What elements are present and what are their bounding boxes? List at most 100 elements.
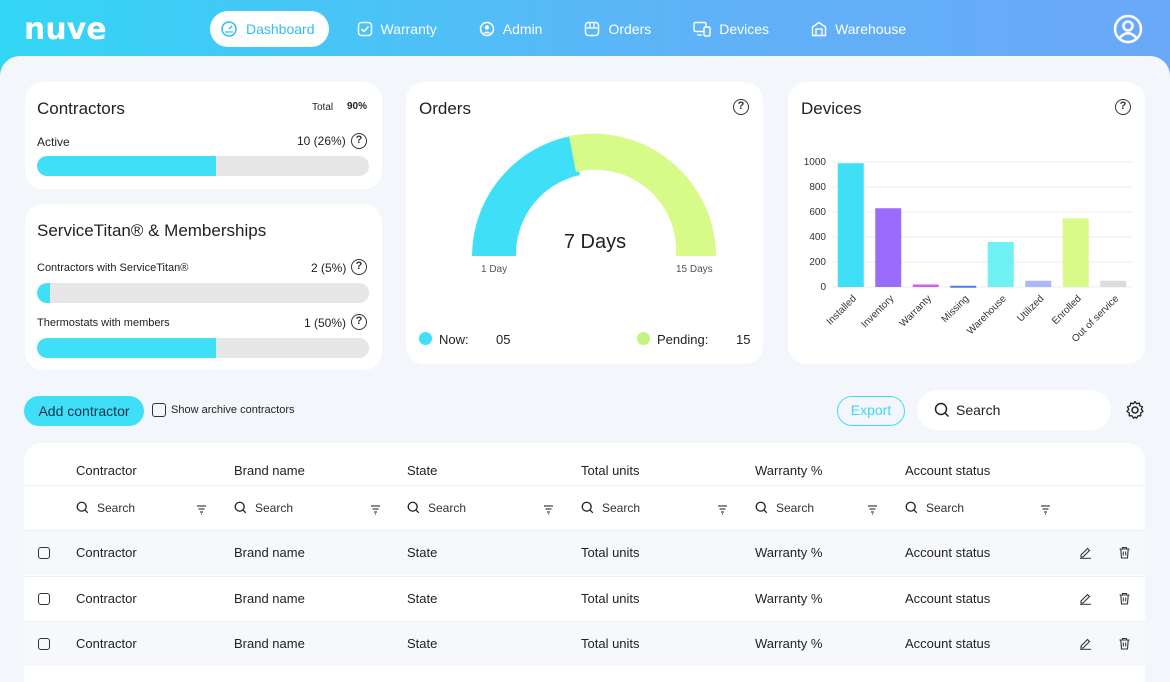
bar-warehouse[interactable] <box>987 242 1014 287</box>
contractor-search-input[interactable]: Search <box>917 390 1111 430</box>
nav-label: Devices <box>719 21 770 37</box>
y-tick-label: 800 <box>809 182 826 193</box>
nav-label: Warehouse <box>835 21 907 37</box>
trash-icon[interactable] <box>1118 592 1131 610</box>
column-header[interactable]: State <box>407 463 438 478</box>
show-archive-checkbox[interactable] <box>152 403 166 417</box>
column-header[interactable]: Contractor <box>76 463 137 478</box>
devices-icon <box>693 21 711 37</box>
bar-utilized[interactable] <box>1025 280 1052 287</box>
x-tick-label: Warehouse <box>965 293 1009 337</box>
x-tick-label: Inventory <box>860 293 897 330</box>
bar-inventory[interactable] <box>875 208 902 287</box>
settings-gear-icon[interactable] <box>1125 400 1145 420</box>
search-placeholder: Search <box>956 402 1001 418</box>
nav-dashboard[interactable]: Dashboard <box>210 11 329 47</box>
table-cell: State <box>407 545 438 560</box>
table-row[interactable]: Contractor Brand name State Total units Warr… <box>24 575 1145 621</box>
nav-admin[interactable]: Admin <box>469 11 557 47</box>
now-value: 05 <box>496 332 511 347</box>
table-cell: Warranty % <box>755 590 823 606</box>
trash-icon[interactable] <box>1118 637 1131 655</box>
trash-icon[interactable] <box>1118 546 1131 564</box>
nav-devices[interactable]: Devices <box>683 11 783 47</box>
row-checkbox[interactable] <box>38 592 50 605</box>
profile-avatar-icon[interactable] <box>1113 14 1143 44</box>
edit-icon[interactable] <box>1079 592 1092 610</box>
active-progress-fill <box>37 156 217 176</box>
main-nav: Dashboard Warranty Admin Orders Devices … <box>210 11 938 47</box>
column-header[interactable]: Warranty % <box>755 463 823 478</box>
y-tick-label: 1000 <box>804 157 827 168</box>
sort-icon[interactable] <box>1040 502 1051 520</box>
x-tick-label: Utilized <box>1015 293 1046 324</box>
nav-warehouse[interactable]: Warehouse <box>801 11 920 47</box>
search-placeholder: Search <box>602 501 641 515</box>
column-search-input[interactable]: Search <box>234 501 293 515</box>
card-title: ServiceTitan® & Memberships <box>37 221 267 240</box>
sort-icon[interactable] <box>196 502 207 520</box>
x-tick-label: Enrolled <box>1050 293 1084 327</box>
edit-icon[interactable] <box>1079 637 1092 655</box>
bar-enrolled[interactable] <box>1062 218 1089 287</box>
nav-orders[interactable]: Orders <box>574 11 665 47</box>
x-tick-label: Warranty <box>898 293 934 329</box>
column-search-input[interactable]: Search <box>905 501 964 515</box>
x-tick-label: Installed <box>825 293 859 327</box>
sort-icon[interactable] <box>867 502 878 520</box>
sort-icon[interactable] <box>370 502 381 520</box>
help-icon[interactable]: ? <box>733 99 749 115</box>
y-tick-label: 200 <box>809 257 826 268</box>
nuve-logo[interactable]: nuve <box>24 12 107 47</box>
contractors-card: Contractors Total 90% Active 10 (26%) ? <box>25 82 382 189</box>
sort-icon[interactable] <box>717 502 728 520</box>
column-search-input[interactable]: Search <box>755 501 814 515</box>
help-icon[interactable]: ? <box>1115 99 1131 115</box>
pending-label: Pending: <box>657 332 709 347</box>
table-cell: Warranty % <box>755 636 823 651</box>
export-button[interactable]: Export <box>837 396 905 426</box>
search-placeholder: Search <box>97 501 136 515</box>
bar-out-of-service[interactable] <box>1100 280 1127 287</box>
column-header[interactable]: Total units <box>581 463 640 478</box>
search-placeholder: Search <box>255 501 294 515</box>
show-archive-label[interactable]: Show archive contractors <box>171 404 295 416</box>
table-cell: Account status <box>905 636 991 651</box>
column-search-input[interactable]: Search <box>581 501 640 515</box>
gauge-min-label: 1 Day <box>481 264 508 275</box>
column-header[interactable]: Account status <box>905 463 991 478</box>
column-search-input[interactable]: Search <box>76 501 135 515</box>
servicetitan-progress-fill <box>37 283 51 303</box>
row-checkbox[interactable] <box>38 638 50 650</box>
pending-legend-dot <box>637 332 650 345</box>
table-cell: Contractor <box>76 545 137 560</box>
row-checkbox[interactable] <box>38 547 50 559</box>
checkbox-icon <box>357 21 372 37</box>
bar-installed[interactable] <box>837 163 864 287</box>
active-value: 10 (26%) <box>297 134 346 148</box>
servicetitan-label: Contractors with ServiceTitan® <box>37 262 189 274</box>
gauge-center-text: 7 Days <box>563 231 627 253</box>
header-divider <box>24 485 1145 486</box>
table-row[interactable]: Contractor Brand name State Total units Warr… <box>24 530 1145 575</box>
help-icon[interactable]: ? <box>351 133 367 149</box>
add-contractor-button[interactable]: Add contractor <box>24 396 144 426</box>
edit-icon[interactable] <box>1079 546 1092 564</box>
help-icon[interactable]: ? <box>351 314 367 330</box>
members-progress-fill <box>37 338 217 358</box>
bar-missing[interactable] <box>950 285 977 288</box>
table-row[interactable]: Contractor Brand name State Total units Warr… <box>24 621 1145 666</box>
gauge-max-label: 15 Days <box>676 264 713 275</box>
box-icon <box>585 21 600 37</box>
table-cell: Total units <box>581 545 640 560</box>
nav-warranty[interactable]: Warranty <box>347 11 451 47</box>
help-icon[interactable]: ? <box>351 259 367 275</box>
sort-icon[interactable] <box>543 502 554 520</box>
devices-card: Devices ? 1000 800 600 400 200 0 Installed Inve… <box>788 82 1145 364</box>
bar-warranty[interactable] <box>912 284 939 288</box>
total-label: Total <box>312 102 334 113</box>
column-search-input[interactable]: Search <box>407 501 466 515</box>
table-cell: Brand name <box>234 545 305 560</box>
search-placeholder: Search <box>428 501 467 515</box>
column-header[interactable]: Brand name <box>234 463 305 478</box>
